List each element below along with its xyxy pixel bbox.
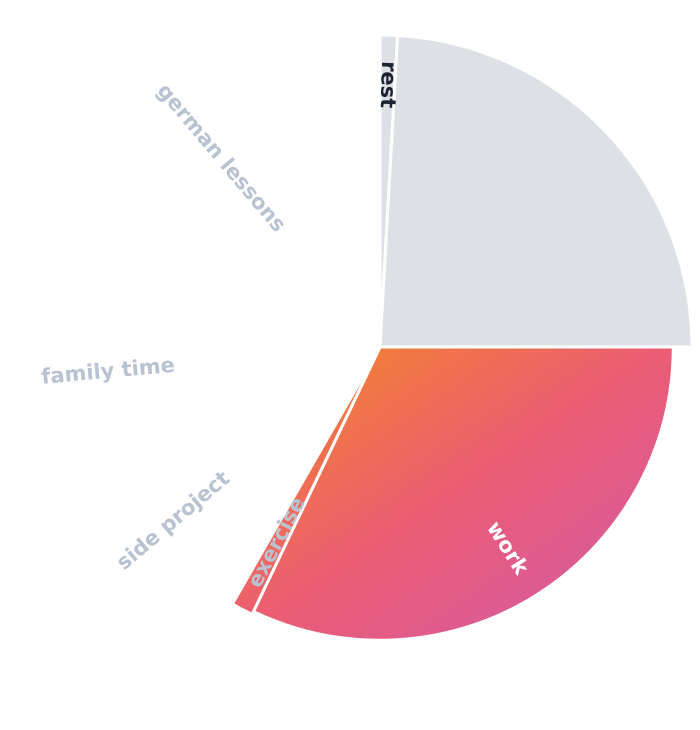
slice-label: rest bbox=[376, 61, 401, 109]
slice bbox=[378, 33, 694, 349]
slice bbox=[251, 345, 675, 642]
slice-label: german lessons bbox=[152, 79, 290, 237]
slice bbox=[230, 345, 382, 616]
slice-label: family time bbox=[40, 353, 176, 389]
slice-label: side project bbox=[112, 466, 235, 575]
